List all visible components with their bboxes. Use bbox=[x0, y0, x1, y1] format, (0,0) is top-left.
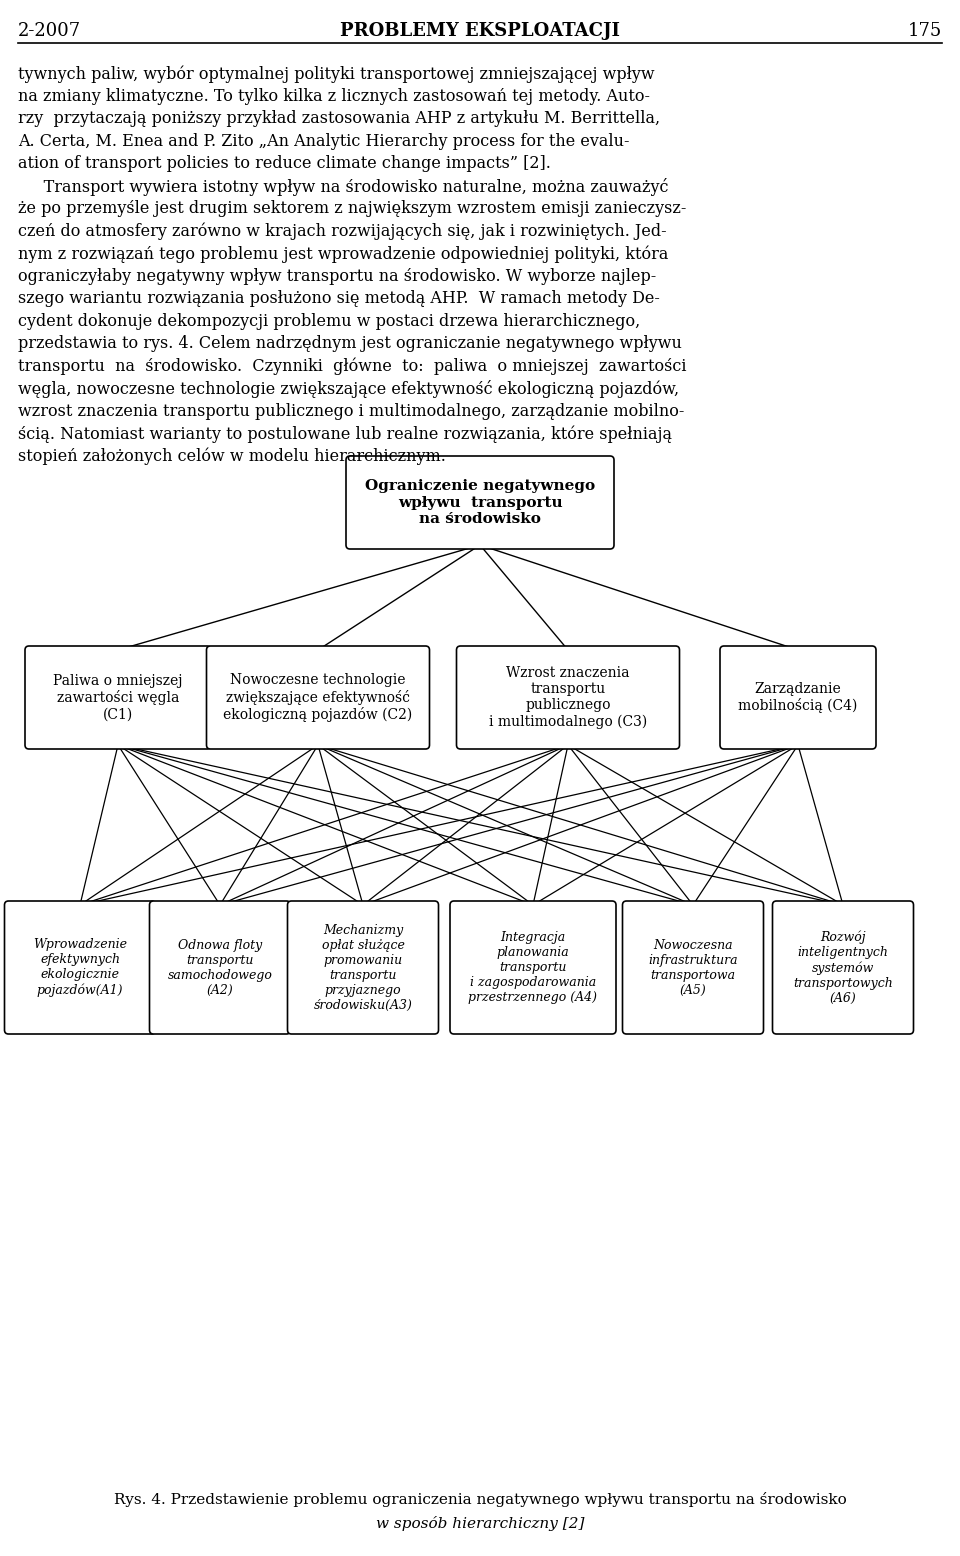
Text: ścią. Natomiast warianty to postulowane lub realne rozwiązania, które spełniają: ścią. Natomiast warianty to postulowane … bbox=[18, 425, 672, 442]
Text: Transport wywiera istotny wpływ na środowisko naturalne, można zauważyć: Transport wywiera istotny wpływ na środo… bbox=[18, 177, 668, 196]
FancyBboxPatch shape bbox=[287, 901, 439, 1035]
Text: 2-2007: 2-2007 bbox=[18, 22, 82, 40]
Text: Ograniczenie negatywnego
wpływu  transportu
na środowisko: Ograniczenie negatywnego wpływu transpor… bbox=[365, 479, 595, 526]
FancyBboxPatch shape bbox=[5, 901, 156, 1035]
Text: A. Certa, M. Enea and P. Zito „An Analytic Hierarchy process for the evalu-: A. Certa, M. Enea and P. Zito „An Analyt… bbox=[18, 132, 630, 149]
FancyBboxPatch shape bbox=[25, 646, 211, 748]
FancyBboxPatch shape bbox=[457, 646, 680, 748]
FancyBboxPatch shape bbox=[346, 456, 614, 549]
FancyBboxPatch shape bbox=[450, 901, 616, 1035]
Text: Wprowadzenie
efektywnych
ekologicznie
pojazdów(A1): Wprowadzenie efektywnych ekologicznie po… bbox=[33, 938, 127, 997]
Text: Wzrost znaczenia
transportu
publicznego
i multimodalnego (C3): Wzrost znaczenia transportu publicznego … bbox=[489, 666, 647, 730]
Text: Paliwa o mniejszej
zawartości węgla
(C1): Paliwa o mniejszej zawartości węgla (C1) bbox=[53, 674, 182, 722]
Text: Nowoczesne technologie
zwiększające efektywność
ekologiczną pojazdów (C2): Nowoczesne technologie zwiększające efek… bbox=[224, 674, 413, 722]
Text: Nowoczesna
infrastruktura
transportowa
(A5): Nowoczesna infrastruktura transportowa (… bbox=[648, 938, 738, 996]
Text: przedstawia to rys. 4. Celem nadrzędnym jest ograniczanie negatywnego wpływu: przedstawia to rys. 4. Celem nadrzędnym … bbox=[18, 335, 682, 352]
Text: rzy  przytaczają poniższy przykład zastosowania AHP z artykułu M. Berrittella,: rzy przytaczają poniższy przykład zastos… bbox=[18, 110, 660, 128]
Text: transportu  na  środowisko.  Czynniki  główne  to:  paliwa  o mniejszej  zawarto: transportu na środowisko. Czynniki główn… bbox=[18, 358, 686, 375]
Text: Odnowa floty
transportu
samochodowego
(A2): Odnowa floty transportu samochodowego (A… bbox=[168, 938, 273, 996]
FancyBboxPatch shape bbox=[773, 901, 914, 1035]
Text: czeń do atmosfery zarówno w krajach rozwijających się, jak i rozwiniętych. Jed-: czeń do atmosfery zarówno w krajach rozw… bbox=[18, 223, 666, 240]
Text: 175: 175 bbox=[908, 22, 942, 40]
Text: Mechanizmy
opłat służące
promowaniu
transportu
przyjaznego
środowisku(A3): Mechanizmy opłat służące promowaniu tran… bbox=[314, 924, 413, 1011]
Text: nym z rozwiązań tego problemu jest wprowadzenie odpowiedniej polityki, która: nym z rozwiązań tego problemu jest wprow… bbox=[18, 244, 668, 263]
Text: Zarządzanie
mobilnością (C4): Zarządzanie mobilnością (C4) bbox=[738, 682, 857, 713]
FancyBboxPatch shape bbox=[206, 646, 429, 748]
Text: Rys. 4. Przedstawienie problemu ograniczenia negatywnego wpływu transportu na śr: Rys. 4. Przedstawienie problemu ogranicz… bbox=[113, 1492, 847, 1508]
Text: na zmiany klimatyczne. To tylko kilka z licznych zastosowań tej metody. Auto-: na zmiany klimatyczne. To tylko kilka z … bbox=[18, 87, 650, 104]
Text: że po przemyśle jest drugim sektorem z największym wzrostem emisji zanieczysz-: że po przemyśle jest drugim sektorem z n… bbox=[18, 201, 686, 216]
Text: wzrost znaczenia transportu publicznego i multimodalnego, zarządzanie mobilno-: wzrost znaczenia transportu publicznego … bbox=[18, 403, 684, 420]
Text: ograniczyłaby negatywny wpływ transportu na środowisko. W wyborze najlep-: ograniczyłaby negatywny wpływ transportu… bbox=[18, 268, 657, 285]
Text: tywnych paliw, wybór optymalnej polityki transportowej zmniejszającej wpływ: tywnych paliw, wybór optymalnej polityki… bbox=[18, 65, 655, 82]
FancyBboxPatch shape bbox=[720, 646, 876, 748]
Text: w sposób hierarchiczny [2]: w sposób hierarchiczny [2] bbox=[375, 1516, 585, 1531]
Text: cydent dokonuje dekompozycji problemu w postaci drzewa hierarchicznego,: cydent dokonuje dekompozycji problemu w … bbox=[18, 313, 640, 330]
Text: Rozwój
inteligentnych
systemów
transportowych
(A6): Rozwój inteligentnych systemów transport… bbox=[793, 930, 893, 1005]
FancyBboxPatch shape bbox=[150, 901, 291, 1035]
Text: szego wariantu rozwiązania posłużono się metodą AHP.  W ramach metody De-: szego wariantu rozwiązania posłużono się… bbox=[18, 289, 660, 307]
FancyBboxPatch shape bbox=[622, 901, 763, 1035]
Text: ation of transport policies to reduce climate change impacts” [2].: ation of transport policies to reduce cl… bbox=[18, 156, 551, 173]
Text: stopień założonych celów w modelu hierarchicznym.: stopień założonych celów w modelu hierar… bbox=[18, 448, 445, 465]
Text: PROBLEMY EKSPLOATACJI: PROBLEMY EKSPLOATACJI bbox=[340, 22, 620, 40]
Text: węgla, nowoczesne technologie zwiększające efektywność ekologiczną pojazdów,: węgla, nowoczesne technologie zwiększają… bbox=[18, 380, 679, 398]
Text: Integracja
planowania
transportu
i zagospodarowania
przestrzennego (A4): Integracja planowania transportu i zagos… bbox=[468, 930, 597, 1004]
